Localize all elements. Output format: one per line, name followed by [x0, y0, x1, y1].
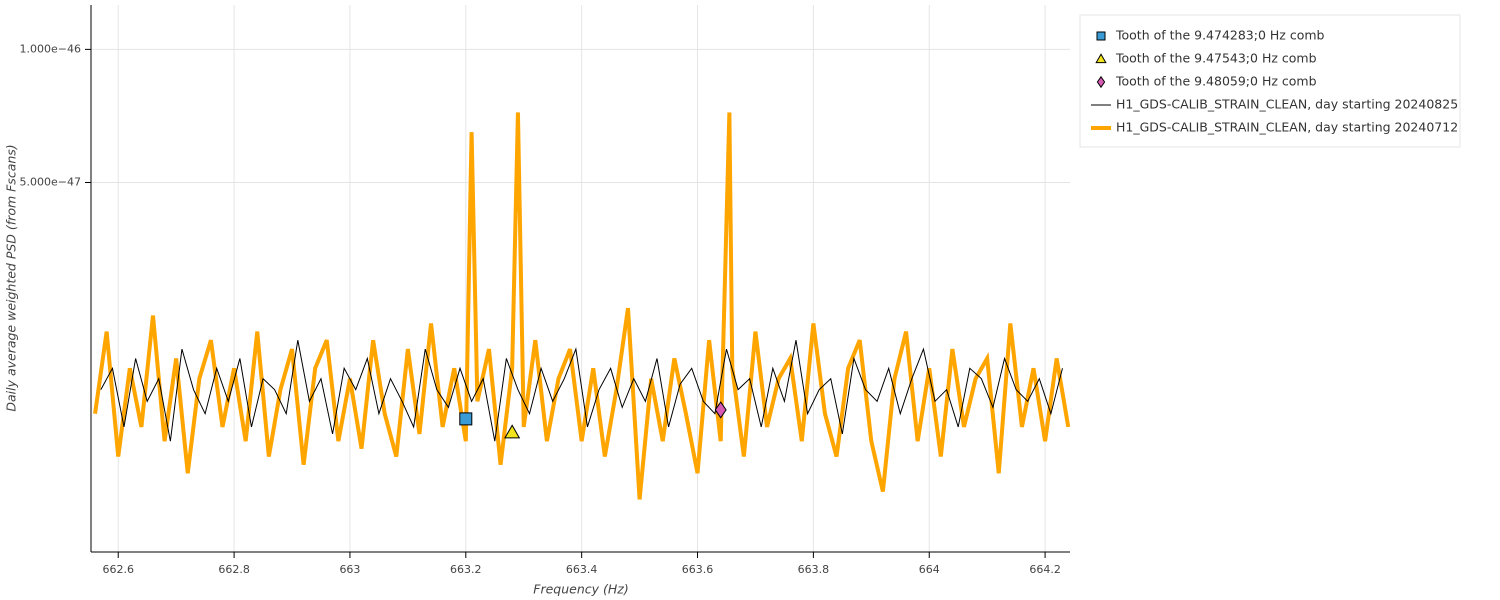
marker — [459, 412, 473, 426]
x-tick-label: 663.6 — [682, 563, 714, 576]
series-line — [93, 112, 1071, 500]
x-axis-title: Frequency (Hz) — [533, 582, 628, 597]
legend-label: Tooth of the 9.48059;0 Hz comb — [1115, 74, 1317, 89]
x-tick-label: 663 — [339, 563, 360, 576]
marker — [714, 401, 727, 419]
y-axis-title: Daily average weighted PSD (from Fscans) — [4, 144, 19, 411]
x-tick-label: 662.8 — [218, 563, 250, 576]
x-tick-label: 663.4 — [566, 563, 598, 576]
x-tick-label: 664 — [919, 563, 940, 576]
x-tick-label: 664.2 — [1029, 563, 1061, 576]
x-tick-label: 663.2 — [450, 563, 482, 576]
legend-label: H1_GDS-CALIB_STRAIN_CLEAN, day starting … — [1116, 97, 1458, 112]
y-tick-label: 5.000e−47 — [20, 175, 81, 188]
x-tick-label: 662.6 — [102, 563, 134, 576]
legend-label: Tooth of the 9.474283;0 Hz comb — [1115, 28, 1325, 43]
legend-swatch — [1096, 31, 1106, 41]
series-line — [100, 340, 1063, 442]
legend-label: H1_GDS-CALIB_STRAIN_CLEAN, day starting … — [1116, 120, 1458, 135]
legend-label: Tooth of the 9.47543;0 Hz comb — [1115, 51, 1317, 66]
marker — [504, 424, 521, 439]
y-tick-label: 1.000e−46 — [20, 42, 81, 55]
legend-box — [1079, 14, 1461, 148]
legend-swatch — [1096, 75, 1106, 89]
x-tick-label: 663.8 — [798, 563, 830, 576]
legend-swatch — [1095, 53, 1107, 64]
